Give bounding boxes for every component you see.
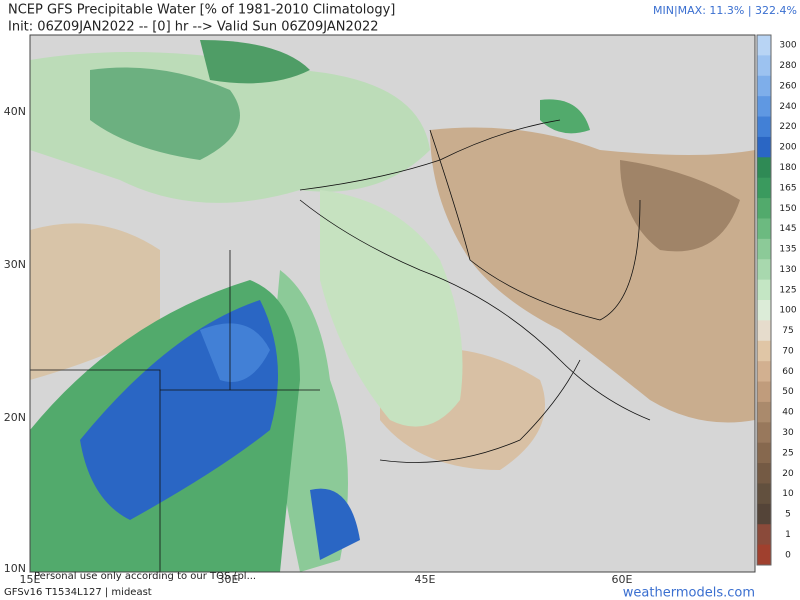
colorbar-label: 145: [779, 224, 796, 234]
colorbar-label: 125: [779, 285, 796, 295]
lat-label: 40N: [4, 105, 26, 118]
colorbar-label: 300: [779, 41, 796, 51]
colorbar-swatch: [757, 35, 771, 56]
colorbar-label: 20: [782, 469, 794, 479]
site[interactable]: weathermodels.com: [623, 586, 755, 600]
lon-label: 45E: [415, 573, 436, 586]
colorbar-swatch: [757, 463, 771, 484]
colorbar-label: 200: [779, 143, 796, 153]
map: [29, 34, 756, 573]
colorbar-swatch: [757, 55, 771, 77]
colorbar-label: 75: [782, 326, 793, 336]
colorbar-label: 10: [782, 489, 794, 499]
lat-label: 30N: [4, 258, 26, 271]
colorbar-swatch: [757, 177, 771, 199]
colorbar-label: 30: [782, 428, 794, 438]
colorbar-swatch: [757, 361, 771, 383]
colorbar-swatch: [757, 279, 771, 301]
colorbar-label: 60: [782, 367, 794, 377]
colorbar-swatch: [757, 238, 771, 260]
colorbar-swatch: [757, 259, 771, 281]
colorbar-swatch: [757, 157, 771, 179]
colorbar-swatch: [757, 116, 771, 138]
colorbar-swatch: [757, 544, 771, 566]
colorbar-swatch: [757, 483, 771, 505]
colorbar-swatch: [757, 422, 771, 444]
colorbar-label: 25: [782, 448, 793, 458]
colorbar-label: 280: [779, 61, 796, 71]
colorbar-label: 40: [782, 408, 794, 418]
colorbar: 3002802602402202001801651501451351301251…: [756, 34, 797, 566]
colorbar-swatch: [757, 96, 771, 118]
colorbar-swatch: [757, 320, 771, 342]
colorbar-label: 0: [785, 550, 791, 560]
colorbar-label: 100: [779, 306, 796, 316]
colorbar-swatch: [757, 442, 771, 464]
notice: Personal use only according to our TOS (…: [34, 571, 256, 582]
colorbar-swatch: [757, 136, 771, 158]
colorbar-swatch: [757, 218, 771, 240]
colorbar-swatch: [757, 75, 771, 97]
subtitle: Init: 06Z09JAN2022 -- [0] hr --> Valid S…: [8, 20, 379, 35]
lat-label: 20N: [4, 411, 26, 424]
colorbar-swatch: [757, 340, 771, 362]
title: NCEP GFS Precipitable Water [% of 1981-2…: [8, 3, 395, 18]
colorbar-swatch: [757, 503, 771, 525]
lat-label: 10N: [4, 562, 26, 575]
colorbar-label: 165: [779, 183, 796, 193]
lon-label: 15E: [20, 573, 41, 586]
colorbar-label: 50: [782, 387, 794, 397]
colorbar-label: 135: [779, 245, 796, 255]
colorbar-label: 130: [779, 265, 796, 275]
colorbar-swatch: [757, 300, 771, 321]
colorbar-label: 150: [779, 204, 796, 214]
colorbar-swatch: [757, 401, 771, 423]
colorbar-label: 70: [782, 346, 794, 356]
lon-label: 30E: [218, 573, 239, 586]
colorbar-label: 240: [779, 102, 796, 112]
colorbar-swatch: [757, 381, 771, 403]
colorbar-label: 260: [779, 81, 796, 91]
colorbar-label: 1: [785, 530, 791, 540]
colorbar-label: 220: [779, 122, 796, 132]
colorbar-label: 5: [785, 510, 791, 520]
colorbar-frame: [756, 34, 772, 566]
colorbar-label: 180: [779, 163, 796, 173]
min-max: MIN|MAX: 11.3% | 322.4%: [653, 4, 797, 17]
lon-label: 60E: [612, 573, 633, 586]
colorbar-swatch: [757, 524, 771, 546]
model-info: GFSv16 T1534L127 | mideast: [4, 587, 152, 598]
colorbar-swatch: [757, 198, 771, 219]
